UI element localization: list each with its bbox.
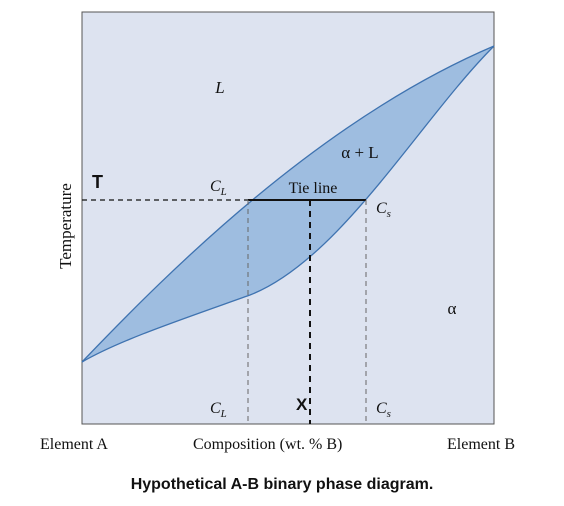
cl-lower-label: CL xyxy=(210,400,227,420)
x-axis-left-label: Element A xyxy=(40,436,108,453)
cl-upper-label: CL xyxy=(210,178,227,198)
tie-line-label: Tie line xyxy=(289,180,338,197)
region-label-two-phase: α + L xyxy=(341,143,378,162)
region-label-solid: α xyxy=(448,299,457,318)
figure-caption: Hypothetical A-B binary phase diagram. xyxy=(130,476,434,493)
cs-lower-label: Cs xyxy=(376,400,391,420)
x-axis-right-label: Element B xyxy=(447,436,515,453)
two-phase-region xyxy=(82,46,494,362)
solidus-line xyxy=(81,45,495,363)
temperature-marker: T xyxy=(92,172,103,192)
y-axis-label: Temperature xyxy=(56,183,75,269)
liquidus-line xyxy=(81,45,495,363)
cs-upper-label: Cs xyxy=(376,200,391,220)
region-label-liquid: L xyxy=(214,78,224,97)
x-axis-label: Composition (wt. % B) xyxy=(193,436,343,453)
composition-x-marker: X xyxy=(296,395,308,414)
